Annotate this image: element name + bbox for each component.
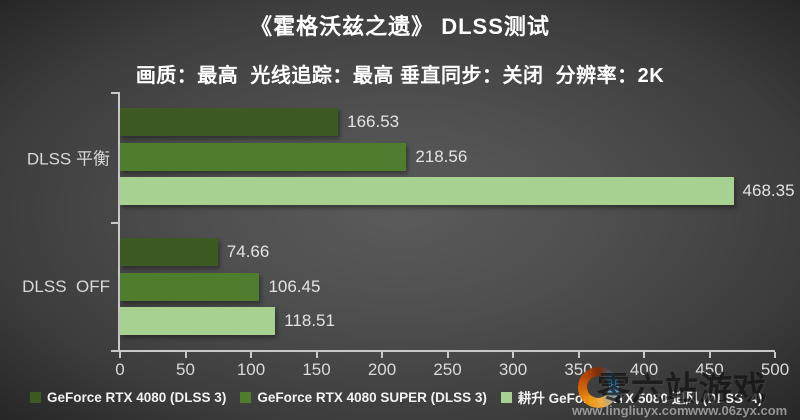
bar: 218.56: [120, 142, 467, 171]
x-axis-tick-label: 50: [176, 360, 195, 379]
x-axis-tick-label: 300: [498, 360, 528, 379]
x-axis-tick: [643, 352, 645, 358]
y-axis-tick: [111, 92, 119, 94]
bar-value-label: 218.56: [415, 146, 468, 166]
bar: 166.53: [120, 108, 399, 136]
x-axis-tick: [708, 352, 711, 358]
x-axis-tick-label: 0: [115, 360, 125, 379]
x-axis-tick-label: 100: [236, 360, 266, 379]
bar-value-label: 106.45: [268, 276, 321, 296]
legend-swatch: [240, 391, 252, 403]
legend-label: GeForce RTX 4080 SUPER (DLSS 3): [257, 389, 487, 405]
x-axis-tick: [250, 352, 252, 358]
x-axis-tick: [119, 352, 121, 358]
watermark-url-2: www.06zyx.com: [688, 403, 788, 418]
x-axis-tick-label: 450: [695, 360, 724, 379]
bar-value-label: 468.35: [742, 181, 795, 200]
watermark-logo-icon: [578, 367, 619, 408]
x-axis-tick: [381, 352, 383, 358]
x-axis-tick-label: 500: [760, 360, 790, 379]
chart-title: 《霍格沃兹之遗》 DLSS测试: [250, 14, 550, 39]
legend-item: GeForce RTX 4080 (DLSS 3): [30, 390, 226, 405]
watermark-url-1: www.lingliuyx.com: [572, 403, 689, 418]
bar-value-label: 118.51: [284, 311, 335, 330]
x-axis-tick: [446, 352, 449, 358]
y-axis-tick: [111, 350, 119, 352]
x-axis-tick: [774, 352, 776, 358]
watermark-brand-text: 零六站游戏: [597, 370, 767, 407]
legend-swatch: [30, 391, 41, 403]
bar: 74.66: [120, 238, 269, 266]
category-label: DLSS 平衡: [26, 149, 110, 168]
chart-subtitle: 画质：最高 光线追踪：最高 垂直同步：关闭 分辨率：2K: [135, 65, 665, 87]
x-axis-tick-label: 200: [367, 360, 397, 379]
x-axis-tick: [512, 352, 514, 358]
plot-area: DLSS 平衡 166.53 218.56 468.35 DLSS OFF 74.66 10…: [22, 92, 795, 379]
bar: 118.51: [120, 307, 335, 335]
x-axis-tick: [184, 352, 187, 358]
legend: GeForce RTX 4080 (DLSS 3) GeForce RTX 408…: [30, 387, 762, 407]
x-axis-tick: [577, 352, 580, 358]
y-axis-tick: [111, 222, 119, 224]
x-axis-tick-label: 150: [302, 360, 331, 379]
x-axis-tick-label: 400: [629, 360, 659, 379]
bar-value-label: 74.66: [226, 242, 270, 261]
bar-value-label: 166.53: [347, 112, 400, 131]
legend-swatch: [500, 391, 512, 403]
bar: 468.35: [120, 177, 795, 205]
bar: 106.45: [120, 272, 320, 301]
x-axis-tick: [315, 352, 318, 358]
x-axis-tick-label: 250: [433, 360, 462, 379]
category-label: DLSS OFF: [22, 276, 110, 296]
legend-item: GeForce RTX 4080 SUPER (DLSS 3): [240, 390, 487, 405]
legend-label: GeForce RTX 4080 (DLSS 3): [47, 389, 227, 405]
watermark-logo-center: [587, 376, 609, 398]
